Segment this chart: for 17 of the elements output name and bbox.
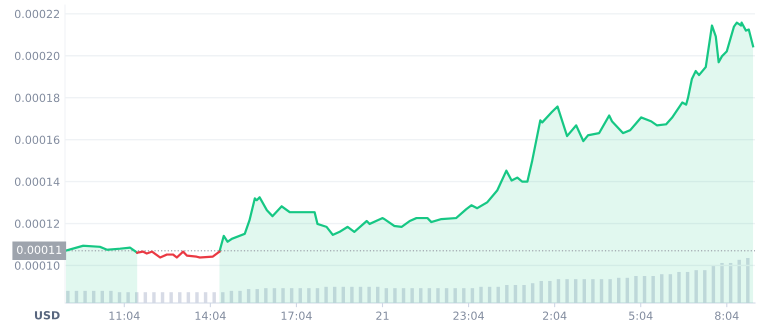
x-tick-label: 8:04 bbox=[715, 312, 739, 320]
y-tick-label: 0.00018 bbox=[14, 94, 60, 102]
y-tick-label: 0.00014 bbox=[14, 178, 60, 186]
y-tick-label: 0.00022 bbox=[14, 10, 60, 18]
x-tick-label: 11:04 bbox=[110, 312, 140, 320]
x-tick-label: 14:04 bbox=[196, 312, 226, 320]
x-tick-label: 2:04 bbox=[542, 312, 566, 320]
text: USD bbox=[34, 311, 60, 320]
x-tick-label: 23:04 bbox=[453, 312, 484, 320]
y-tick-label: 0.00020 bbox=[14, 52, 60, 60]
x-tick-label: 17:04 bbox=[282, 312, 312, 320]
ref-line-label: 0.00011 bbox=[17, 246, 62, 254]
x-tick-label: 5:04 bbox=[629, 312, 653, 320]
y-tick-label: 0.00016 bbox=[14, 136, 60, 144]
y-tick-label: 0.00012 bbox=[14, 219, 60, 228]
x-tick-label: 21 bbox=[376, 312, 389, 320]
y-tick-label: 0.00010 bbox=[14, 261, 60, 270]
